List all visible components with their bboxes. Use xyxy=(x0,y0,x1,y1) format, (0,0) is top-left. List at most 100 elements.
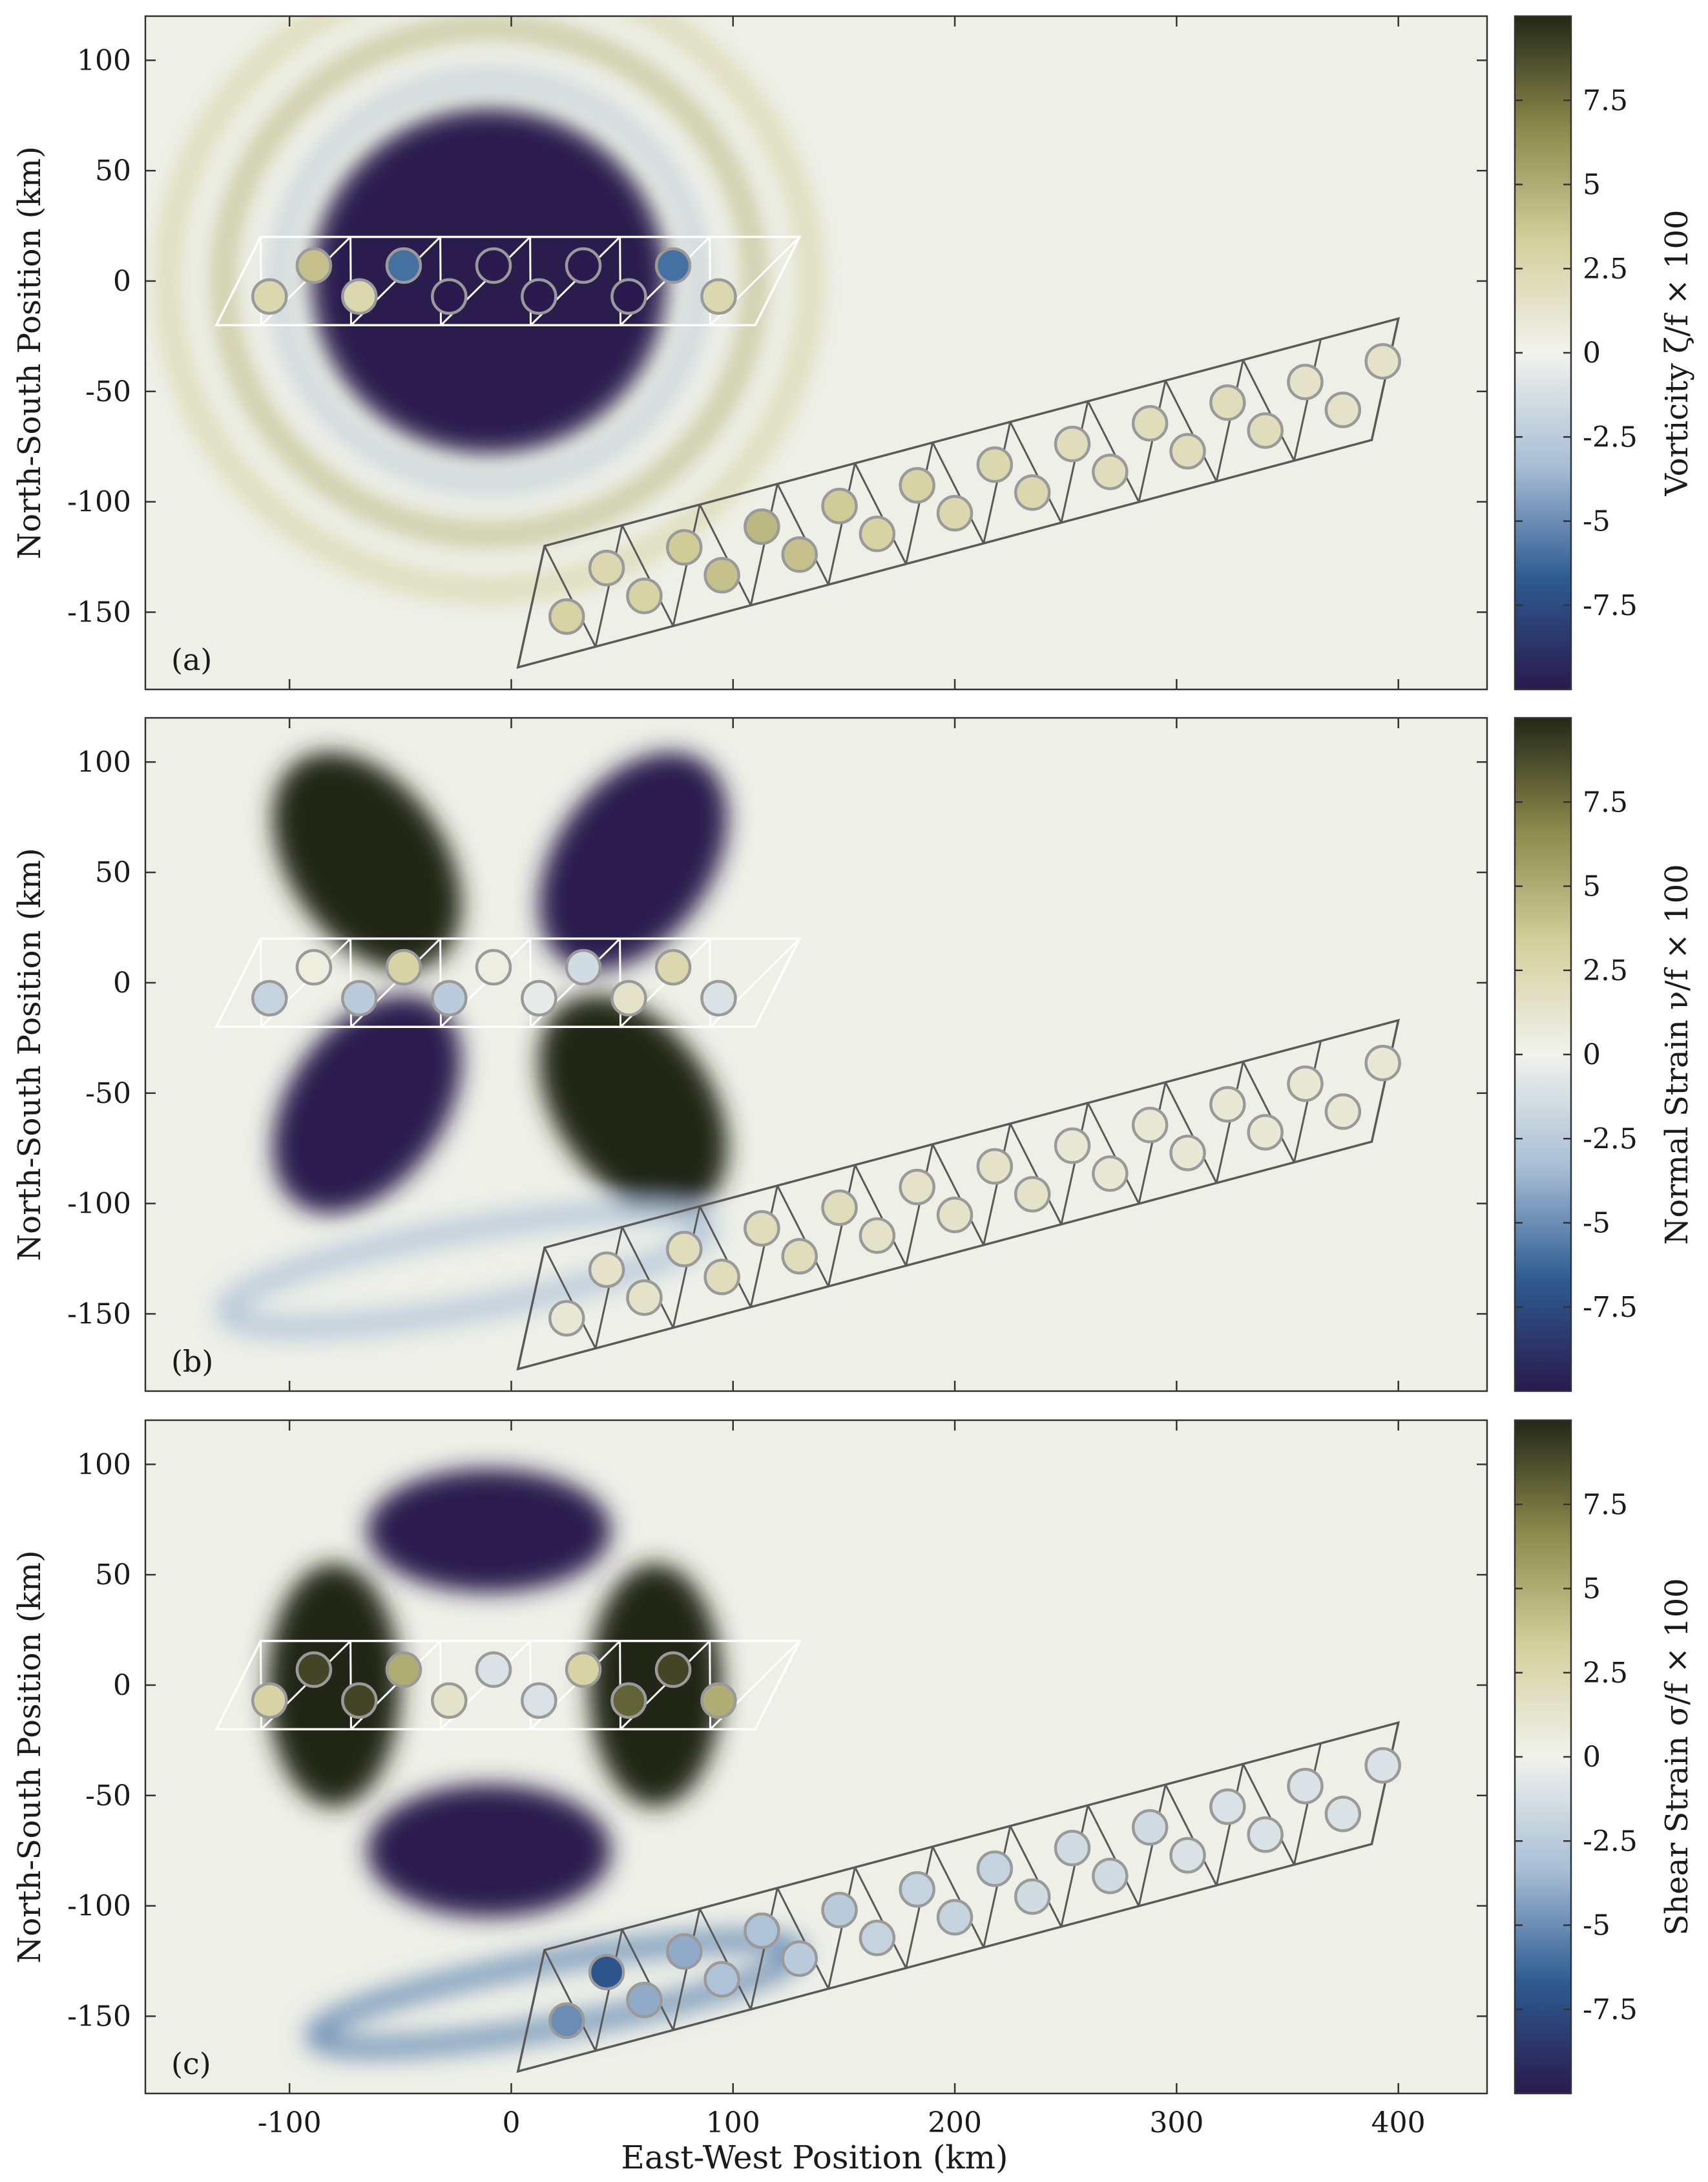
heatmap-field xyxy=(145,718,1487,1391)
sensor-circle xyxy=(936,495,974,532)
array-edge xyxy=(854,1164,907,1266)
y-tick-label: -100 xyxy=(67,1188,131,1221)
y-tick-label: -50 xyxy=(85,1779,131,1812)
array-edge xyxy=(1009,421,1063,523)
array-edge xyxy=(776,1887,829,1989)
colorbar-tick-label: 0 xyxy=(1583,337,1601,370)
sensor-circle xyxy=(295,247,333,284)
sensor-circle xyxy=(1169,433,1206,470)
y-tick-label: -50 xyxy=(85,375,131,408)
colorbar xyxy=(1515,1420,1571,2093)
array-edge xyxy=(1009,1123,1063,1225)
sensor-circle xyxy=(976,1148,1014,1185)
array-outline xyxy=(516,317,1401,669)
colorbar-tick-label: 0 xyxy=(1583,1741,1601,1774)
colorbar-tick-label: 2.5 xyxy=(1583,954,1628,987)
sensor-circle xyxy=(548,2002,585,2039)
array-edge xyxy=(1242,359,1295,461)
field-structures xyxy=(267,1469,806,2058)
array-edge xyxy=(1164,1082,1218,1184)
sensor-circle xyxy=(610,980,647,1017)
array-edge xyxy=(543,1247,597,1349)
sensor-circle xyxy=(1324,392,1362,428)
sensor-circle xyxy=(521,278,557,315)
sensor-circle xyxy=(1324,1093,1362,1130)
colorbar-tick-label: -7.5 xyxy=(1583,589,1638,622)
plot-frame xyxy=(144,717,1488,1392)
array-edge xyxy=(1164,1784,1218,1886)
colorbar-tick-label: 7.5 xyxy=(1583,84,1628,117)
sensor-circle xyxy=(548,1300,585,1337)
y-tick-label: 50 xyxy=(95,1558,131,1591)
sensor-circle xyxy=(251,1682,288,1719)
array-edge xyxy=(543,545,597,647)
y-tick-label: 100 xyxy=(77,746,131,779)
y-tick-label: 0 xyxy=(113,1669,131,1702)
sensor-circle xyxy=(1169,1837,1206,1874)
sensor-circle xyxy=(859,1217,896,1254)
y-tick-label: 0 xyxy=(113,265,131,298)
sensor-circle xyxy=(626,1279,663,1316)
field-feature xyxy=(367,1784,611,1917)
y-axis-label: North-South Position (km) xyxy=(12,848,48,1261)
array-edge xyxy=(698,1908,752,2010)
sensor-circle xyxy=(1287,363,1324,401)
array-edge xyxy=(854,1867,907,1969)
array-edge xyxy=(543,1949,597,2051)
sensor-circle xyxy=(936,1197,974,1233)
y-tick-label: -150 xyxy=(67,1297,131,1330)
y-tick-label: -150 xyxy=(67,2000,131,2033)
sensor-circle xyxy=(1092,1858,1129,1894)
field-feature xyxy=(539,995,728,1213)
colorbar-tick-label: -2.5 xyxy=(1583,421,1638,454)
colorbar xyxy=(1515,16,1571,689)
field-feature xyxy=(273,995,462,1213)
sensor-circle xyxy=(899,1168,935,1206)
colorbar-tick-label: -7.5 xyxy=(1583,1291,1638,1324)
sensor-circle xyxy=(859,516,896,552)
sensor-circle xyxy=(665,1933,703,1970)
array-edge xyxy=(776,483,829,585)
sensor-circle xyxy=(1287,1767,1324,1805)
sensor-circle xyxy=(1092,1155,1129,1192)
sensor-circle xyxy=(700,980,737,1017)
sensor-circle xyxy=(251,980,288,1017)
sensor-circle xyxy=(295,1651,333,1688)
sensor-circle xyxy=(626,578,663,614)
x-axis-label: East-West Position (km) xyxy=(621,2139,1008,2176)
sensor-circle xyxy=(588,1251,625,1288)
sensor-arrays xyxy=(214,1639,1401,2073)
sensor-circle xyxy=(385,1651,422,1688)
sensor-circle xyxy=(744,1912,780,1949)
array-outline xyxy=(516,1721,1401,2073)
sensor-circle xyxy=(821,1891,858,1929)
sensor-circle xyxy=(1014,1176,1051,1213)
colorbar-tick-label: 5 xyxy=(1583,870,1601,903)
sensor-circle xyxy=(744,1210,780,1247)
sensor-circle xyxy=(744,508,780,545)
colorbar-tick-label: 0 xyxy=(1583,1038,1601,1071)
sensor-circle xyxy=(588,1953,625,1991)
sensor-circle xyxy=(341,980,378,1017)
sensor-circle xyxy=(1364,1044,1401,1082)
colorbar-tick-label: -7.5 xyxy=(1583,1993,1638,2026)
sensor-circle xyxy=(475,247,512,284)
sensor-circle xyxy=(665,1230,703,1268)
sensor-circle xyxy=(899,1871,935,1908)
array-edge xyxy=(1087,1805,1140,1907)
sensor-circle xyxy=(431,1682,468,1719)
y-tick-label: 100 xyxy=(77,44,131,77)
sensor-circle xyxy=(431,278,468,315)
sensor-circle xyxy=(475,949,512,986)
sensor-circle xyxy=(1209,1086,1246,1123)
sensor-circle xyxy=(565,949,602,986)
y-tick-label: 50 xyxy=(95,856,131,889)
field-feature xyxy=(367,1469,611,1593)
sensor-circle xyxy=(703,557,740,594)
field-feature xyxy=(588,1564,722,1807)
sensor-circle xyxy=(1324,1796,1362,1832)
colorbar-label: Shear Strain σ/f × 100 xyxy=(1659,1578,1695,1935)
array-edge xyxy=(776,1185,829,1287)
